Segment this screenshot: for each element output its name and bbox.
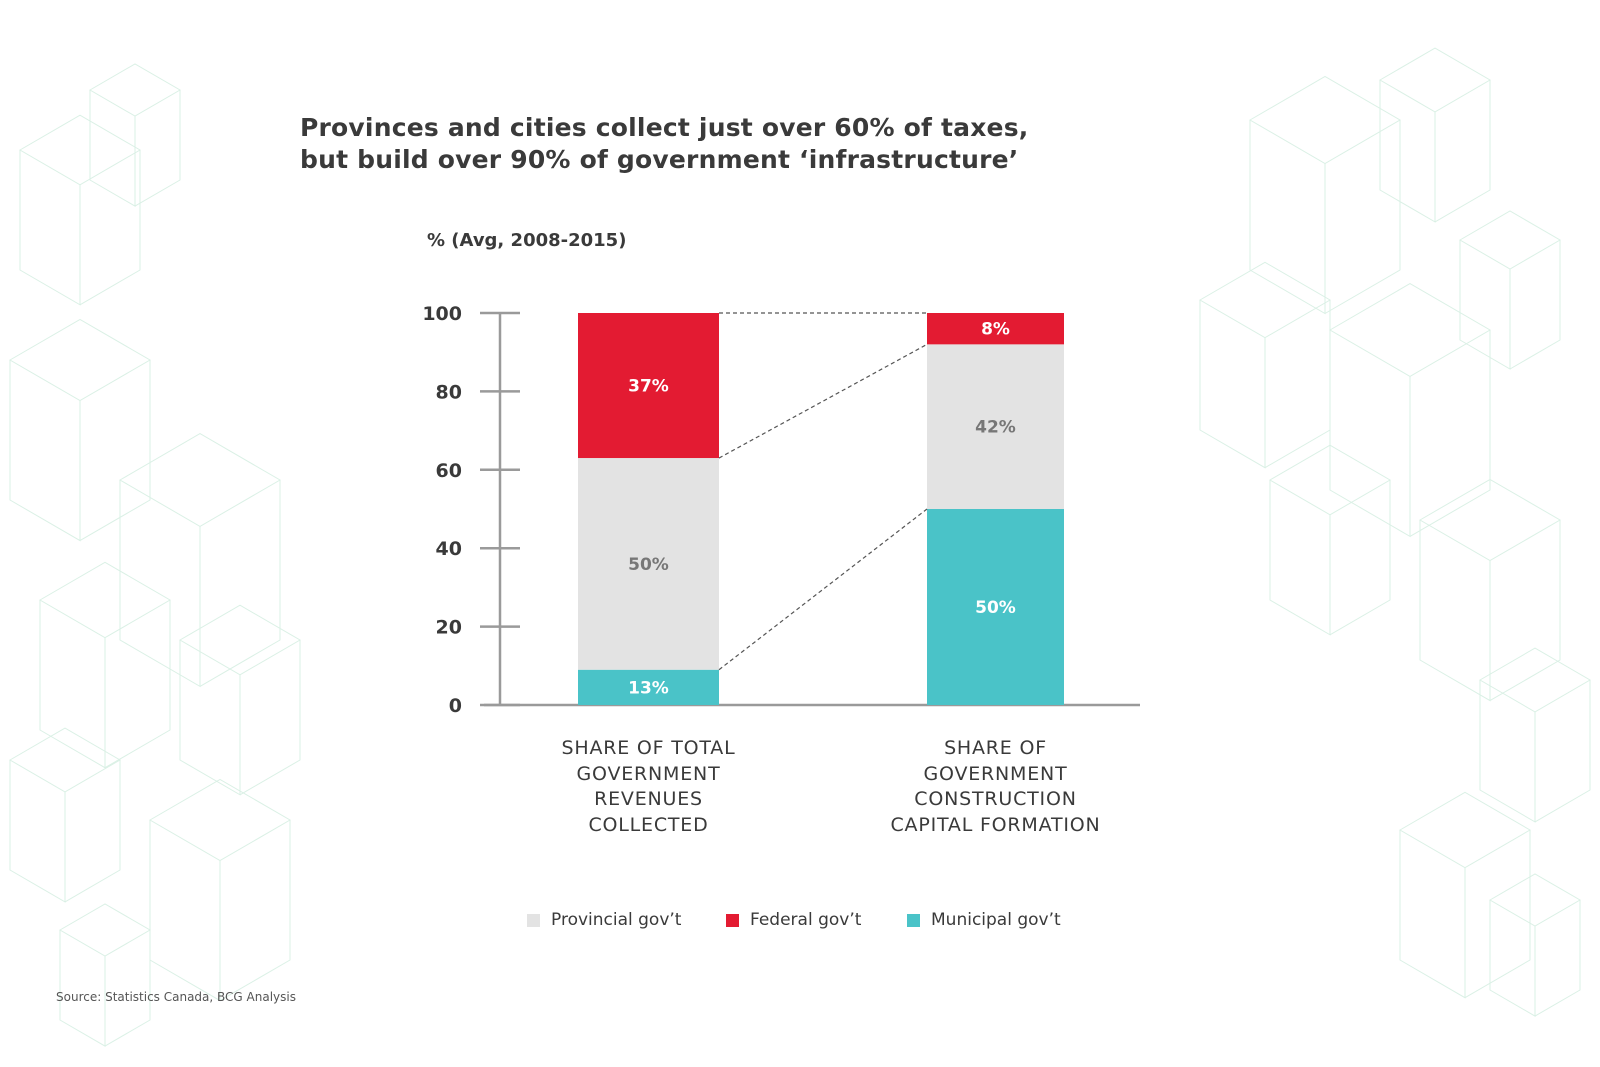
data-label-municipal: 13% — [628, 678, 669, 698]
chart-legend: Provincial gov’t Federal gov’t Municipal g… — [0, 910, 1600, 940]
bar-segment-municipal — [927, 509, 1064, 705]
legend-item-municipal: Municipal gov’t — [907, 910, 1061, 930]
category-label-line: GOVERNMENT — [576, 762, 721, 785]
data-label-federal: 8% — [981, 320, 1010, 340]
legend-label: Municipal gov’t — [931, 910, 1061, 930]
chart-title-line-2: but build over 90% of government ‘infras… — [300, 145, 1019, 174]
data-label-provincial: 42% — [975, 418, 1016, 438]
legend-swatch — [527, 913, 540, 927]
bar-segment-federal — [927, 313, 1064, 345]
y-tick-label: 40 — [436, 538, 462, 560]
category-label-line: SHARE OF TOTAL — [561, 737, 736, 759]
data-label-federal: 37% — [628, 377, 669, 397]
connector-line — [718, 508, 928, 671]
source-note: Source: Statistics Canada, BCG Analysis — [56, 990, 296, 1004]
legend-swatch — [726, 913, 739, 927]
y-tick-label: 60 — [436, 460, 462, 482]
bar-segment-federal — [578, 313, 719, 459]
y-tick-label: 20 — [436, 617, 462, 639]
legend-swatch — [907, 913, 920, 927]
bar-segment-provincial — [927, 344, 1064, 509]
y-axis-unit-label: % (Avg, 2008-2015) — [427, 230, 627, 251]
bar-segment-provincial — [578, 458, 719, 670]
category-label-line: CAPITAL FORMATION — [890, 813, 1101, 836]
y-tick-label: 0 — [449, 695, 462, 717]
legend-item-federal: Federal gov’t — [726, 910, 861, 930]
category-label-line: SHARE OF — [944, 737, 1047, 759]
data-label-provincial: 50% — [628, 555, 669, 575]
chart-title: Provinces and cities collect just over 6… — [300, 112, 1200, 176]
category-label-line: CONSTRUCTION — [914, 788, 1077, 810]
data-label-municipal: 50% — [975, 598, 1016, 618]
legend-label: Federal gov’t — [750, 910, 862, 930]
category-label-line: COLLECTED — [588, 813, 709, 836]
chart-title-line-1: Provinces and cities collect just over 6… — [300, 113, 1029, 142]
category-label: SHARE OF GOVERNMENT CONSTRUCTION CAPITAL FO… — [846, 736, 1146, 838]
category-label-line: GOVERNMENT — [923, 762, 1068, 785]
y-tick-label: 100 — [422, 303, 462, 325]
category-label-line: REVENUES — [594, 788, 703, 810]
legend-item-provincial: Provincial gov’t — [527, 910, 681, 930]
y-tick-label: 80 — [436, 381, 462, 403]
category-label: SHARE OF TOTAL GOVERNMENT REVENUES COLLECTE… — [499, 736, 799, 838]
bar-segment-municipal — [578, 669, 719, 705]
legend-label: Provincial gov’t — [551, 910, 682, 930]
connector-line — [718, 343, 928, 459]
